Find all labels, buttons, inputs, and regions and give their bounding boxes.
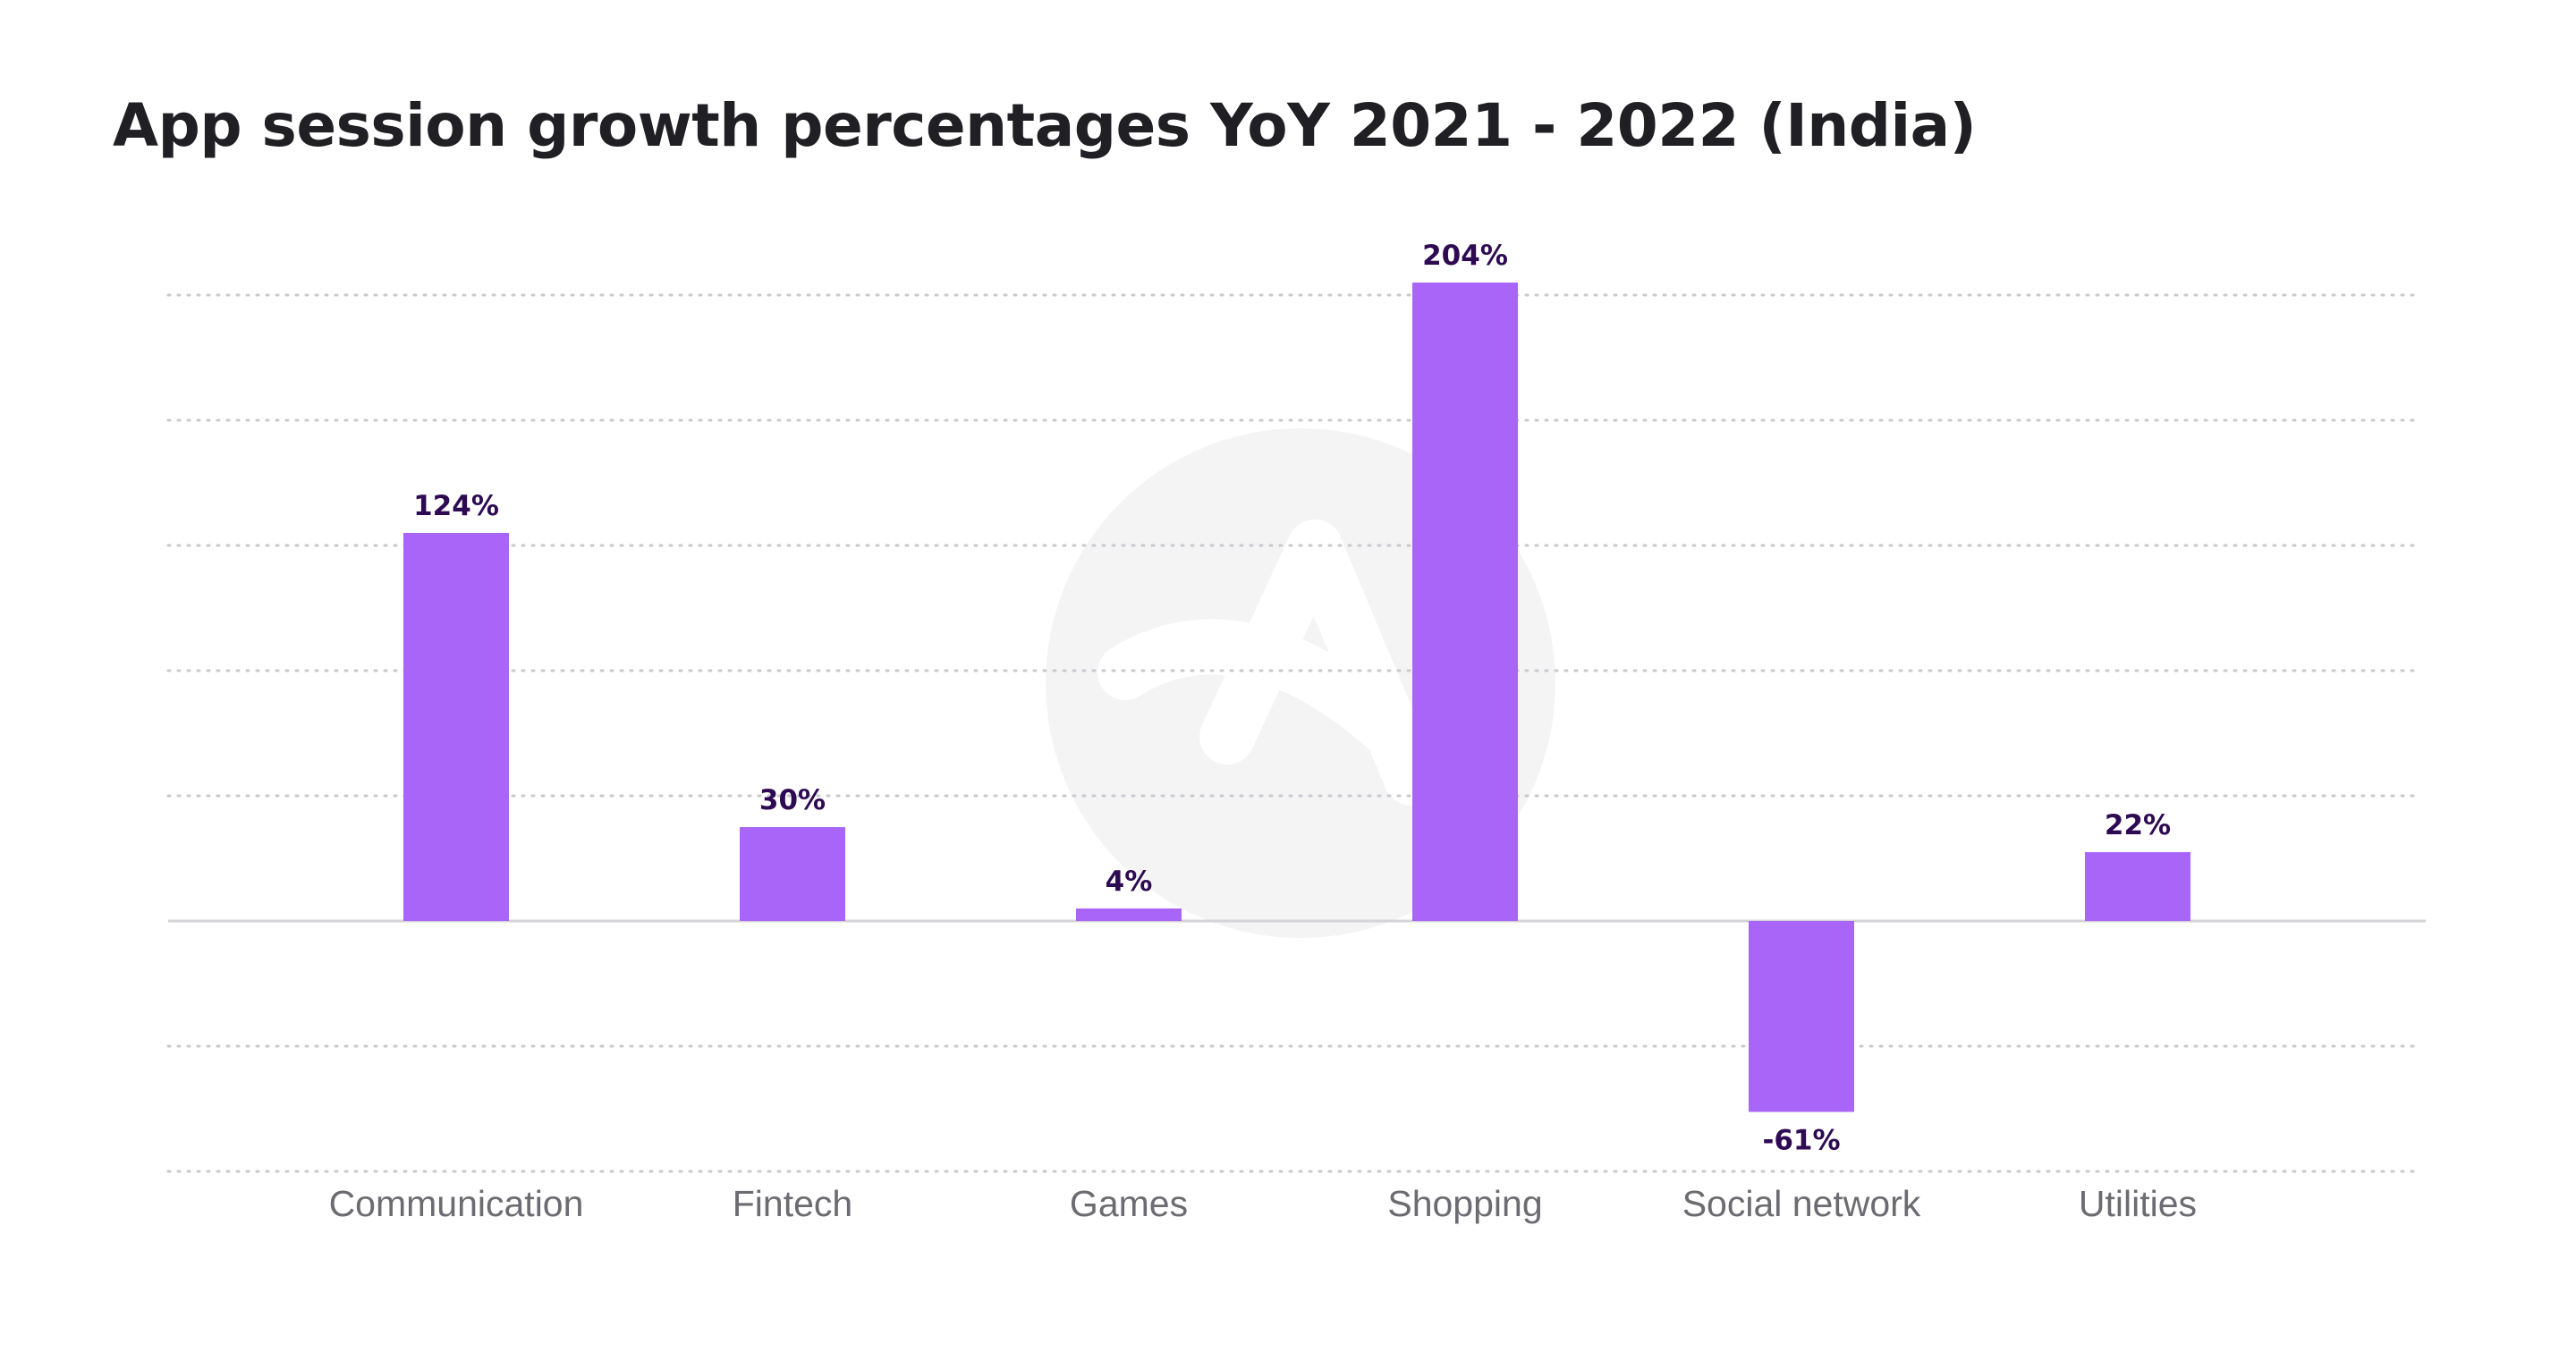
category-label: Fintech	[733, 1183, 852, 1224]
value-labels: 124% 30% 4% 204% -61% 22%	[413, 240, 2171, 1157]
bar	[2085, 852, 2190, 921]
bar	[403, 533, 509, 921]
bar-value-label: 4%	[1106, 866, 1153, 898]
bar-value-label: 22%	[2105, 809, 2171, 841]
chart-title: App session growth percentages YoY 2021 …	[113, 91, 1977, 160]
category-label: Utilities	[2079, 1183, 2197, 1224]
bar-value-label: 30%	[759, 784, 826, 816]
bar	[1749, 921, 1854, 1112]
bar	[1412, 283, 1518, 921]
bars	[403, 283, 2190, 1112]
gridlines	[166, 293, 2426, 1173]
bar	[740, 827, 845, 921]
category-label: Games	[1070, 1183, 1188, 1224]
bar-value-label: 204%	[1422, 240, 1508, 272]
bar-value-label: -61%	[1762, 1125, 1840, 1157]
category-label: Social network	[1682, 1183, 1921, 1224]
category-labels: Communication Fintech Games Shopping Social …	[329, 1183, 2197, 1224]
bar	[1076, 908, 1182, 921]
category-label: Communication	[329, 1183, 584, 1224]
category-label: Shopping	[1387, 1183, 1542, 1224]
bar-value-label: 124%	[413, 490, 499, 522]
adjust-logo-mark	[1097, 520, 1439, 806]
